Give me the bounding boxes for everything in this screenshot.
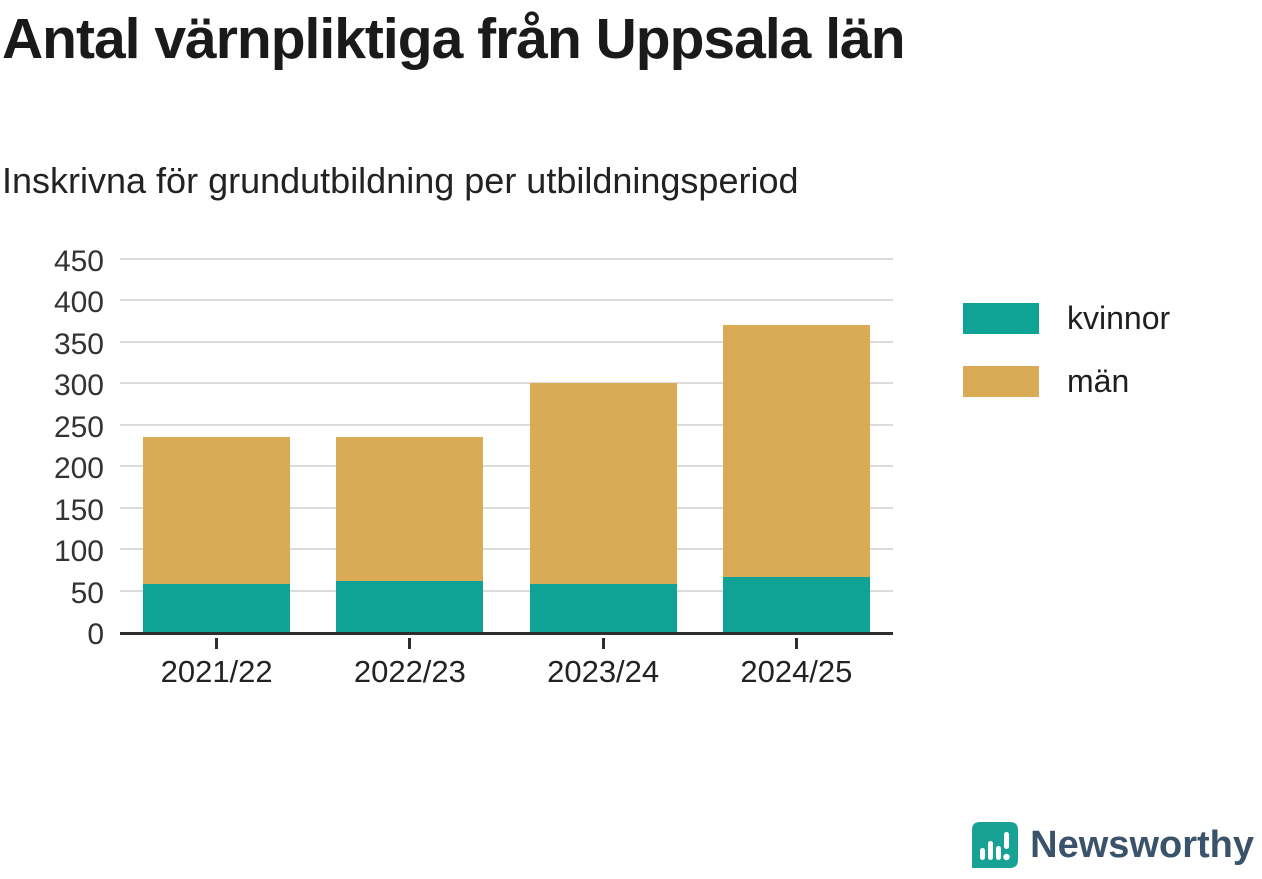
stacked-bar-2024/25 xyxy=(722,324,870,632)
legend-label: män xyxy=(1067,363,1130,399)
y-tick-label: 350 xyxy=(53,327,104,361)
x-tick xyxy=(794,638,798,649)
chart-title: Antal värnpliktiga från Uppsala län xyxy=(2,7,906,71)
bar-segment-män xyxy=(143,437,291,584)
legend-swatch-män xyxy=(963,366,1039,397)
y-tick-label: 0 xyxy=(87,618,104,651)
x-axis: 2021/22 2022/23 2023/24 2024/25 xyxy=(120,638,893,708)
bar-segment-kvinnor xyxy=(529,583,677,632)
x-tick-label: 2021/22 xyxy=(160,654,273,689)
y-tick-label: 50 xyxy=(70,576,104,610)
x-tick xyxy=(601,638,605,649)
y-tick-label: 150 xyxy=(53,493,104,527)
bar-segment-kvinnor xyxy=(336,580,484,632)
y-tick-label: 100 xyxy=(53,535,104,569)
newsworthy-logo-icon xyxy=(972,822,1019,868)
newsworthy-logo: Newsworthy xyxy=(971,821,1254,869)
x-tick-label: 2024/25 xyxy=(740,654,853,689)
gridline xyxy=(120,340,893,343)
stacked-bar-2023/24 xyxy=(529,382,677,632)
bar-segment-män xyxy=(336,437,484,581)
x-tick-label: 2022/23 xyxy=(353,654,466,689)
chart-subtitle: Inskrivna för grundutbildning per utbild… xyxy=(2,160,799,201)
legend-swatch-kvinnor xyxy=(963,303,1039,334)
gridline xyxy=(120,506,893,509)
legend-item-män: män xyxy=(963,363,1170,400)
gridline xyxy=(120,258,893,260)
bar-segment-män xyxy=(722,324,870,578)
bar-segment-män xyxy=(529,382,677,584)
bar-segment-kvinnor xyxy=(143,583,291,632)
y-tick-label: 250 xyxy=(53,410,104,444)
legend-label: kvinnor xyxy=(1067,300,1171,336)
legend-item-kvinnor: kvinnor xyxy=(963,300,1170,337)
y-tick-label: 200 xyxy=(53,452,104,486)
gridline xyxy=(120,465,893,468)
y-tick-label: 300 xyxy=(53,369,104,403)
gridline xyxy=(120,548,893,551)
plot-area xyxy=(120,258,893,635)
bar-segment-kvinnor xyxy=(722,577,870,632)
x-tick xyxy=(215,638,219,649)
stacked-bar-2021/22 xyxy=(143,437,291,632)
y-tick-label: 400 xyxy=(53,286,104,320)
x-tick xyxy=(408,638,412,649)
newsworthy-logo-text: Newsworthy xyxy=(1030,823,1254,866)
legend: kvinnor män xyxy=(963,300,1170,426)
gridline xyxy=(120,589,893,592)
y-tick-label: 450 xyxy=(53,245,104,278)
x-tick-label: 2023/24 xyxy=(547,654,660,689)
stacked-bar-2022/23 xyxy=(336,437,484,632)
gridline xyxy=(120,382,893,385)
gridline xyxy=(120,423,893,426)
y-axis: 0 50 100 150 200 250 300 350 400 450 xyxy=(0,246,104,651)
gridline xyxy=(120,299,893,302)
